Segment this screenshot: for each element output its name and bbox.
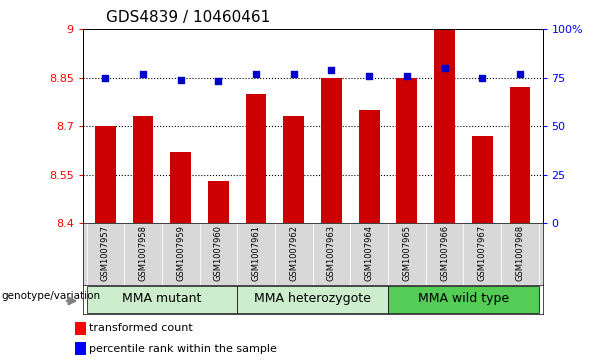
Point (364, 73, 374, 78)
Bar (246, 94, 267, 223)
Point (327, 67, 337, 73)
Bar (434, 29, 455, 223)
Bar (237, 286, 388, 313)
Point (176, 77, 186, 82)
Text: GSM1007966: GSM1007966 (440, 225, 449, 281)
Bar (359, 110, 379, 223)
Point (289, 71, 299, 77)
Text: genotype/variation: genotype/variation (2, 291, 101, 301)
Bar (397, 78, 417, 223)
Bar (75, 342, 86, 355)
Text: GSM1007967: GSM1007967 (478, 225, 487, 281)
Bar (95, 126, 116, 223)
Text: GSM1007964: GSM1007964 (365, 225, 374, 281)
Point (402, 73, 412, 78)
Bar (472, 136, 493, 223)
Bar (208, 181, 229, 223)
Point (138, 71, 148, 77)
Text: MMA mutant: MMA mutant (122, 292, 202, 305)
Point (440, 65, 449, 71)
Text: GSM1007965: GSM1007965 (402, 225, 411, 281)
Bar (170, 152, 191, 223)
Bar (283, 117, 304, 223)
Point (101, 75, 110, 81)
Text: GSM1007968: GSM1007968 (516, 225, 524, 281)
Text: transformed count: transformed count (89, 323, 193, 334)
Bar (388, 286, 539, 313)
Point (478, 75, 487, 81)
Bar (132, 117, 153, 223)
Text: GSM1007960: GSM1007960 (214, 225, 223, 281)
Text: GSM1007962: GSM1007962 (289, 225, 299, 281)
Text: GSM1007959: GSM1007959 (176, 225, 185, 281)
Text: percentile rank within the sample: percentile rank within the sample (89, 343, 277, 354)
Bar (321, 78, 342, 223)
Bar (75, 322, 86, 335)
Text: GSM1007961: GSM1007961 (251, 225, 261, 281)
Text: MMA wild type: MMA wild type (418, 292, 509, 305)
Point (515, 71, 525, 77)
Bar (509, 87, 530, 223)
Text: GSM1007958: GSM1007958 (139, 225, 148, 281)
Text: MMA heterozygote: MMA heterozygote (254, 292, 371, 305)
Text: GSM1007957: GSM1007957 (101, 225, 110, 281)
Text: GDS4839 / 10460461: GDS4839 / 10460461 (106, 10, 270, 25)
Point (213, 78, 223, 84)
Text: GSM1007963: GSM1007963 (327, 225, 336, 281)
Point (251, 71, 261, 77)
Bar (86, 286, 237, 313)
